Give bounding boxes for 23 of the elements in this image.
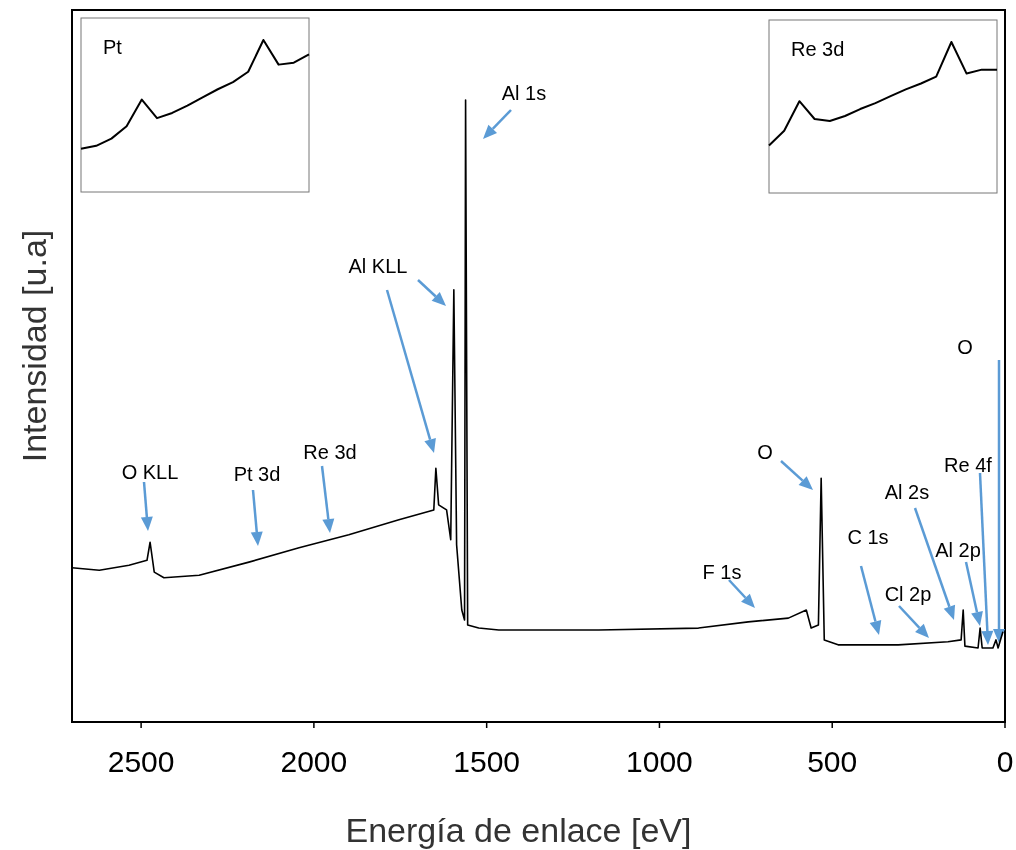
x-axis-title: Energía de enlace [eV] [345,811,692,849]
annotation: Al 2s [884,481,930,503]
chart-title: Re 3d [791,38,845,60]
x-tick-label: 2500 [107,745,175,778]
annotation: C 1s [847,526,889,548]
x-tick-label: 1000 [626,745,693,778]
annotation: Al 1s [501,82,547,104]
annotation: O [957,336,973,358]
x-tick-label: 2000 [280,745,348,778]
annotation: Re 4f [944,454,993,476]
annotation: Al 2p [935,539,981,561]
chart-title: Pt [103,36,123,58]
annotation: O [757,441,773,463]
annotation: O KLL [121,461,179,483]
x-tick-label: 1500 [453,745,521,778]
annotation: Cl 2p [884,583,932,605]
y-axis-title: Intensidad [u.a] [15,229,53,463]
annotation: Pt 3d [233,463,281,485]
annotation: Al KLL [348,255,408,277]
x-tick-label: 0 [996,745,1014,778]
x-tick-label: 500 [807,745,858,778]
annotation: F 1s [702,561,742,583]
annotation: Re 3d [303,441,357,463]
